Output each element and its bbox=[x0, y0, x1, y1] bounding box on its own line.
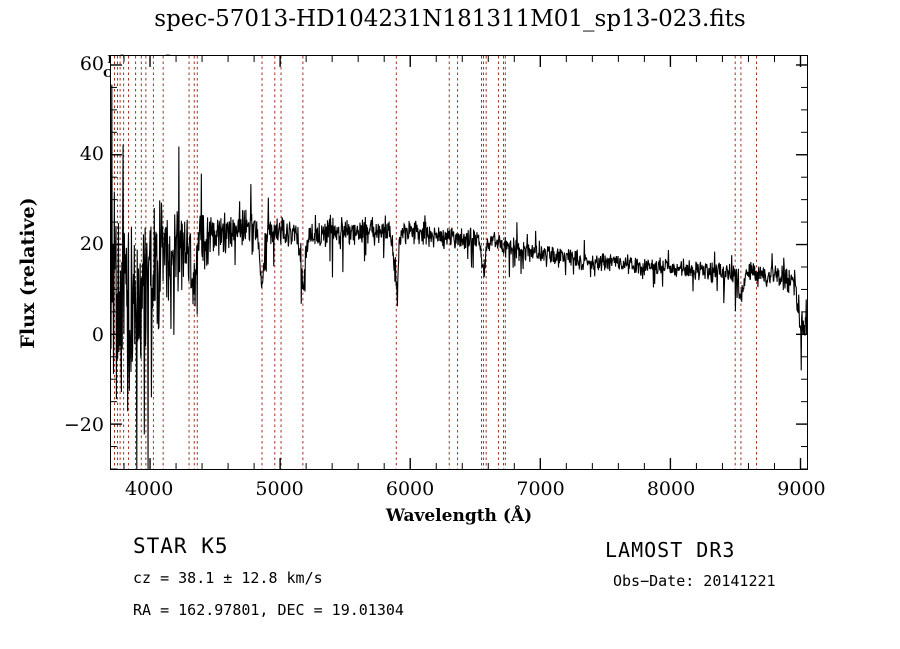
x-axis-ticklabels: 4000 5000 6000 7000 8000 9000 bbox=[110, 474, 826, 500]
y-tick-label: −20 bbox=[63, 413, 104, 436]
x-tick-label: 4000 bbox=[124, 478, 174, 500]
spectrum-canvas bbox=[111, 56, 807, 469]
x-tick-label: 6000 bbox=[385, 478, 435, 500]
y-tick-label: 0 bbox=[91, 323, 104, 346]
spectrum-trace bbox=[111, 85, 807, 469]
y-tick-label: 20 bbox=[79, 233, 104, 256]
x-axis-title: Wavelength (Å) bbox=[385, 506, 533, 526]
observation-date-text: Obs−Date: 20141221 bbox=[613, 572, 776, 590]
coordinates-text: RA = 162.97801, DEC = 19.01304 bbox=[133, 601, 404, 619]
plot-area bbox=[110, 55, 808, 470]
object-class-text: STAR K5 bbox=[133, 534, 229, 558]
y-tick-label: 40 bbox=[79, 143, 104, 166]
figure-title: spec-57013-HD104231N181311M01_sp13-023.f… bbox=[154, 6, 746, 32]
y-axis-ticklabels: −20 0 20 40 60 bbox=[0, 53, 104, 470]
survey-name-text: LAMOST DR3 bbox=[605, 538, 736, 562]
x-tick-label: 8000 bbox=[646, 478, 696, 500]
inner-tick-group bbox=[111, 56, 807, 469]
x-tick-label: 9000 bbox=[777, 478, 826, 500]
y-axis-title: Flux (relative) bbox=[17, 197, 39, 349]
y-tick-label: 60 bbox=[79, 53, 104, 76]
redshift-velocity-text: cz = 38.1 ± 12.8 km/s bbox=[133, 569, 323, 587]
x-tick-label: 7000 bbox=[516, 478, 565, 500]
x-tick-label: 5000 bbox=[255, 478, 304, 500]
